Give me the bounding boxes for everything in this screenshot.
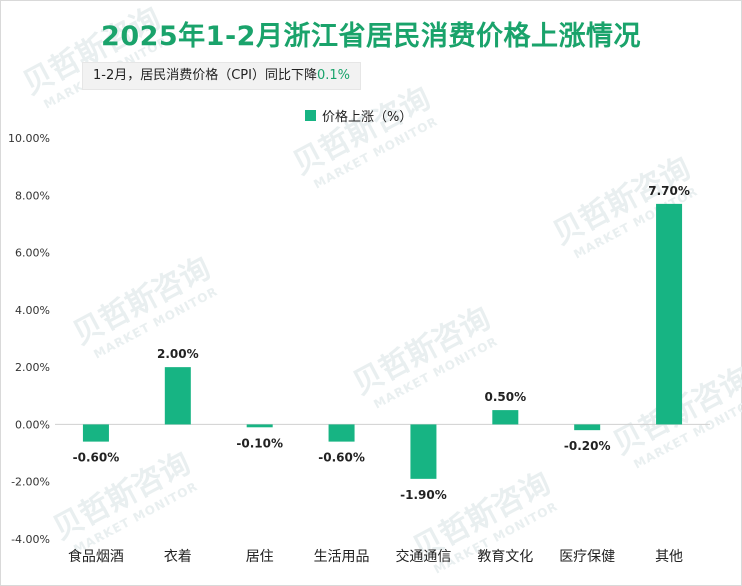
y-tick-label: 0.00% [15, 418, 50, 431]
x-tick-label: 医疗保健 [559, 549, 615, 565]
bar [328, 424, 355, 442]
legend: 价格上涨（%） [305, 106, 412, 125]
data-label: -0.60% [318, 451, 365, 465]
y-tick-label: -2.00% [11, 476, 50, 489]
x-axis: 食品烟酒 衣着 居住 生活用品 交通通信 教育文化 医疗保健 其他 [68, 548, 683, 565]
bar [164, 367, 191, 425]
data-label: 7.70% [648, 184, 690, 198]
bar [246, 424, 273, 428]
bar [82, 424, 109, 442]
x-tick-label: 食品烟酒 [68, 548, 124, 565]
bar [574, 424, 601, 431]
y-axis: -4.00% -2.00% 0.00% 2.00% 4.00% 6.00% 8.00% 10.… [8, 132, 710, 546]
y-tick-label: -4.00% [11, 533, 50, 546]
y-tick-label: 8.00% [15, 189, 50, 202]
subtitle-highlight: 0.1% [316, 68, 351, 83]
x-tick-label: 居住 [246, 549, 274, 565]
y-tick-label: 4.00% [15, 304, 50, 317]
x-tick-label: 衣着 [164, 549, 192, 565]
chart-title: 2025年1-2月浙江省居民消费价格上涨情况 [101, 21, 641, 52]
data-label: -0.10% [236, 436, 283, 450]
data-label: -1.90% [400, 488, 447, 502]
data-label: 2.00% [157, 347, 199, 361]
subtitle-box: 1-2月，居民消费价格（CPI）同比下降0.1% [82, 62, 362, 90]
data-label: -0.20% [564, 439, 611, 453]
x-tick-label: 其他 [655, 549, 683, 565]
data-label: -0.60% [73, 451, 120, 465]
bar [410, 424, 437, 479]
bar-series [82, 203, 683, 479]
y-tick-label: 6.00% [15, 247, 50, 260]
bar [656, 203, 683, 425]
bar [492, 410, 519, 425]
value-labels: -0.60% 2.00% -0.10% -0.60% -1.90% 0.50% -0.20%… [73, 184, 690, 502]
x-tick-label: 教育文化 [477, 549, 533, 565]
x-tick-label: 交通通信 [395, 548, 451, 565]
data-label: 0.50% [484, 390, 526, 404]
legend-label: 价格上涨（%） [322, 110, 413, 125]
legend-swatch [305, 110, 316, 121]
x-tick-label: 生活用品 [314, 549, 370, 565]
y-tick-label: 2.00% [15, 361, 50, 374]
y-tick-label: 10.00% [8, 132, 50, 145]
subtitle-text: 1-2月，居民消费价格（CPI）同比下降 [93, 68, 317, 83]
